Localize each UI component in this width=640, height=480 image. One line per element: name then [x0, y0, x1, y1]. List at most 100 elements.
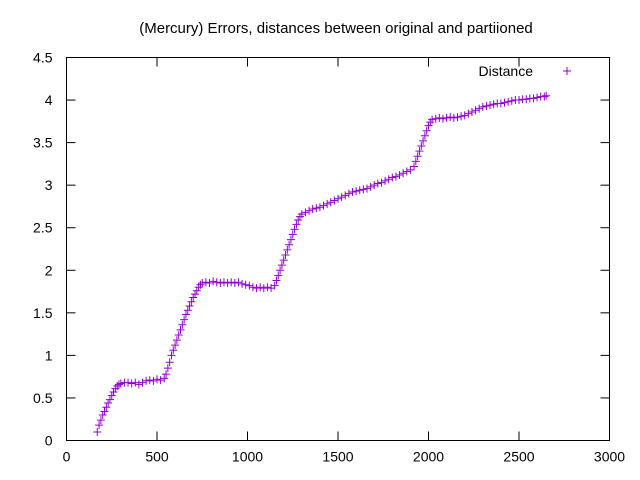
- legend-label: Distance: [479, 63, 534, 79]
- data-point: [107, 391, 116, 400]
- data-point: [227, 278, 236, 287]
- data-point: [172, 336, 181, 345]
- data-point: [305, 206, 314, 215]
- data-point: [105, 395, 114, 404]
- data-point: [362, 184, 371, 193]
- data-point: [230, 279, 239, 288]
- data-point: [124, 378, 133, 387]
- data-point: [471, 106, 480, 115]
- data-point: [330, 196, 339, 205]
- data-point: [192, 286, 201, 295]
- y-tick-label: 4: [45, 92, 53, 108]
- data-point: [540, 92, 549, 101]
- y-tick-label: 1.5: [33, 305, 53, 321]
- data-point: [183, 306, 192, 315]
- data-point: [256, 283, 265, 292]
- data-point: [259, 284, 268, 293]
- data-point: [212, 278, 221, 287]
- data-point: [402, 167, 411, 176]
- data-point: [297, 210, 306, 219]
- data-point: [370, 181, 379, 190]
- data-point: [134, 380, 143, 389]
- data-point: [263, 283, 272, 292]
- data-point: [542, 91, 551, 100]
- data-point: [457, 112, 466, 121]
- data-point: [344, 189, 353, 198]
- data-point: [95, 421, 104, 430]
- data-point: [377, 178, 386, 187]
- data-point: [420, 131, 429, 140]
- data-point: [176, 325, 185, 334]
- data-point: [533, 93, 542, 102]
- data-point: [149, 376, 158, 385]
- y-tick-label: 1: [45, 347, 53, 363]
- data-point: [191, 290, 200, 299]
- data-point: [281, 250, 290, 259]
- axes: 0 500 1000 1500 2000 2500 3000 0 0.5 1 1.5 2 2.5 3 3.5…: [33, 50, 625, 465]
- data-point: [96, 416, 105, 425]
- data-point: [292, 220, 301, 229]
- data-point: [245, 281, 254, 290]
- data-point: [424, 121, 433, 130]
- x-tick-label: 3000: [594, 449, 625, 465]
- data-point: [446, 113, 455, 122]
- data-point: [290, 225, 299, 234]
- data-point: [114, 380, 123, 389]
- data-point: [294, 216, 303, 225]
- data-point: [428, 115, 437, 124]
- data-point: [413, 152, 422, 161]
- data-point: [478, 102, 487, 111]
- legend-marker: [563, 67, 571, 75]
- data-point: [319, 201, 328, 210]
- data-point: [156, 376, 165, 385]
- data-point: [411, 157, 420, 166]
- data-point: [283, 245, 292, 254]
- data-point: [341, 191, 350, 200]
- data-point: [435, 113, 444, 122]
- data-point: [406, 165, 415, 174]
- data-point: [127, 379, 136, 388]
- y-tick-label: 0: [45, 433, 53, 449]
- data-point: [104, 399, 113, 408]
- data-point: [388, 173, 397, 182]
- data-point: [167, 351, 176, 360]
- data-point: [102, 403, 111, 412]
- data-point: [286, 235, 295, 244]
- data-point: [529, 94, 538, 103]
- data-point: [285, 240, 294, 249]
- data-point: [373, 179, 382, 188]
- data-point: [98, 410, 107, 419]
- data-point: [198, 279, 207, 288]
- x-tick-label: 1500: [322, 449, 353, 465]
- data-point: [315, 203, 324, 212]
- data-point: [438, 114, 447, 123]
- data-point: [131, 378, 140, 387]
- data-point: [109, 387, 118, 396]
- data-point: [464, 109, 473, 118]
- data-point: [181, 310, 190, 319]
- data-point: [355, 186, 364, 195]
- data-point: [165, 358, 174, 367]
- data-point: [301, 208, 310, 217]
- data-point: [201, 278, 210, 287]
- data-point: [381, 176, 390, 185]
- data-point: [252, 284, 261, 293]
- data-point: [410, 162, 419, 171]
- data-point: [326, 198, 335, 207]
- data-point: [453, 113, 462, 122]
- data-point: [100, 407, 109, 416]
- x-tick-label: 1000: [232, 449, 263, 465]
- data-point: [160, 374, 169, 383]
- data-point: [334, 194, 342, 203]
- data-point: [145, 376, 154, 385]
- data-point: [279, 256, 288, 265]
- data-point: [174, 330, 183, 339]
- y-tick-label: 3: [45, 177, 53, 193]
- data-point: [391, 172, 400, 181]
- data-point: [449, 113, 458, 122]
- data-point: [323, 199, 332, 208]
- data-point: [422, 126, 431, 135]
- data-point: [272, 276, 281, 285]
- data-point: [276, 266, 285, 275]
